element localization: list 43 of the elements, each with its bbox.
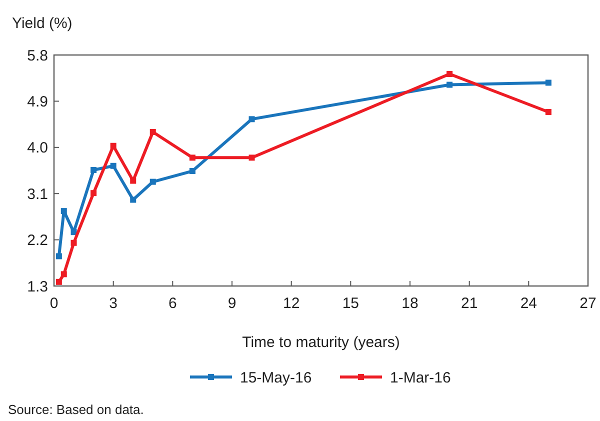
x-tick-label: 15 xyxy=(342,295,360,312)
point xyxy=(60,208,67,214)
point xyxy=(150,178,156,185)
point xyxy=(90,190,97,196)
point xyxy=(130,196,136,203)
x-tick-label: 27 xyxy=(580,295,596,312)
point xyxy=(56,253,62,260)
point xyxy=(110,142,116,149)
y-tick-label: 5.8 xyxy=(27,47,48,64)
point xyxy=(189,168,196,174)
x-tick-label: 12 xyxy=(282,295,300,312)
legend-label: 1-Mar-16 xyxy=(390,369,451,386)
y-tick-label: 4.0 xyxy=(27,140,48,157)
x-tick-label: 18 xyxy=(402,295,418,312)
point xyxy=(545,108,552,115)
point xyxy=(70,229,77,236)
point xyxy=(189,154,196,161)
point xyxy=(60,271,67,278)
point xyxy=(446,70,453,77)
x-tick-label: 3 xyxy=(109,295,118,312)
y-axis-title: Yield (%) xyxy=(12,15,72,32)
y-tick-label: 2.2 xyxy=(27,232,48,250)
x-tick-label: 24 xyxy=(520,295,538,312)
point xyxy=(56,278,62,285)
point xyxy=(130,178,136,184)
point xyxy=(70,240,77,246)
x-tick-label: 0 xyxy=(50,295,58,312)
x-tick-label: 6 xyxy=(168,295,177,312)
y-tick-label: 3.1 xyxy=(27,186,48,203)
x-tick-label: 9 xyxy=(228,295,236,312)
y-tick-label: 1.3 xyxy=(27,278,48,296)
point xyxy=(446,82,453,88)
x-tick-label: 21 xyxy=(460,295,478,312)
point xyxy=(110,162,116,169)
legend-label: 15-May-16 xyxy=(240,369,312,386)
point xyxy=(545,80,552,86)
x-axis-title: Time to maturity (years) xyxy=(242,334,400,351)
point xyxy=(248,116,255,122)
point xyxy=(248,154,255,161)
y-tick-label: 4.9 xyxy=(27,93,48,110)
point xyxy=(90,166,97,173)
source-note: Source: Based on data. xyxy=(8,402,144,417)
point xyxy=(150,129,156,135)
